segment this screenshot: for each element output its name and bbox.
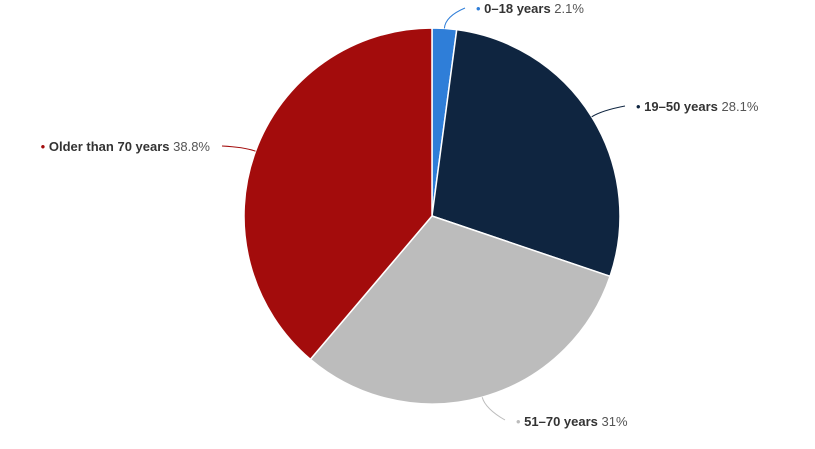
label-name: Older than 70 years [49,139,170,154]
label-name: 0–18 years [484,1,551,16]
data-label-0-18-years: • 0–18 years 2.1% [476,1,584,16]
data-label-older-than-70-years: • Older than 70 years 38.8% [41,139,211,154]
data-label-19-50-years: • 19–50 years 28.1% [636,99,759,114]
label-name: 19–50 years [644,99,718,114]
connector-51-70-years [481,397,506,421]
pie-slice-51-70-years[interactable] [309,215,612,405]
label-value: 2.1% [551,1,585,16]
connector-19-50-years [591,105,626,118]
label-name: 51–70 years [524,414,598,429]
label-value: 28.1% [718,99,759,114]
label-value: 31% [598,414,628,429]
pie-slice-older-than-70-years[interactable] [243,27,433,361]
connector-older-than-70-years [221,145,256,152]
data-label-51-70-years: • 51–70 years 31% [516,414,628,429]
connector-0-18-years [443,7,466,29]
pie-slice-19-50-years[interactable] [431,28,621,278]
label-value: 38.8% [170,139,211,154]
